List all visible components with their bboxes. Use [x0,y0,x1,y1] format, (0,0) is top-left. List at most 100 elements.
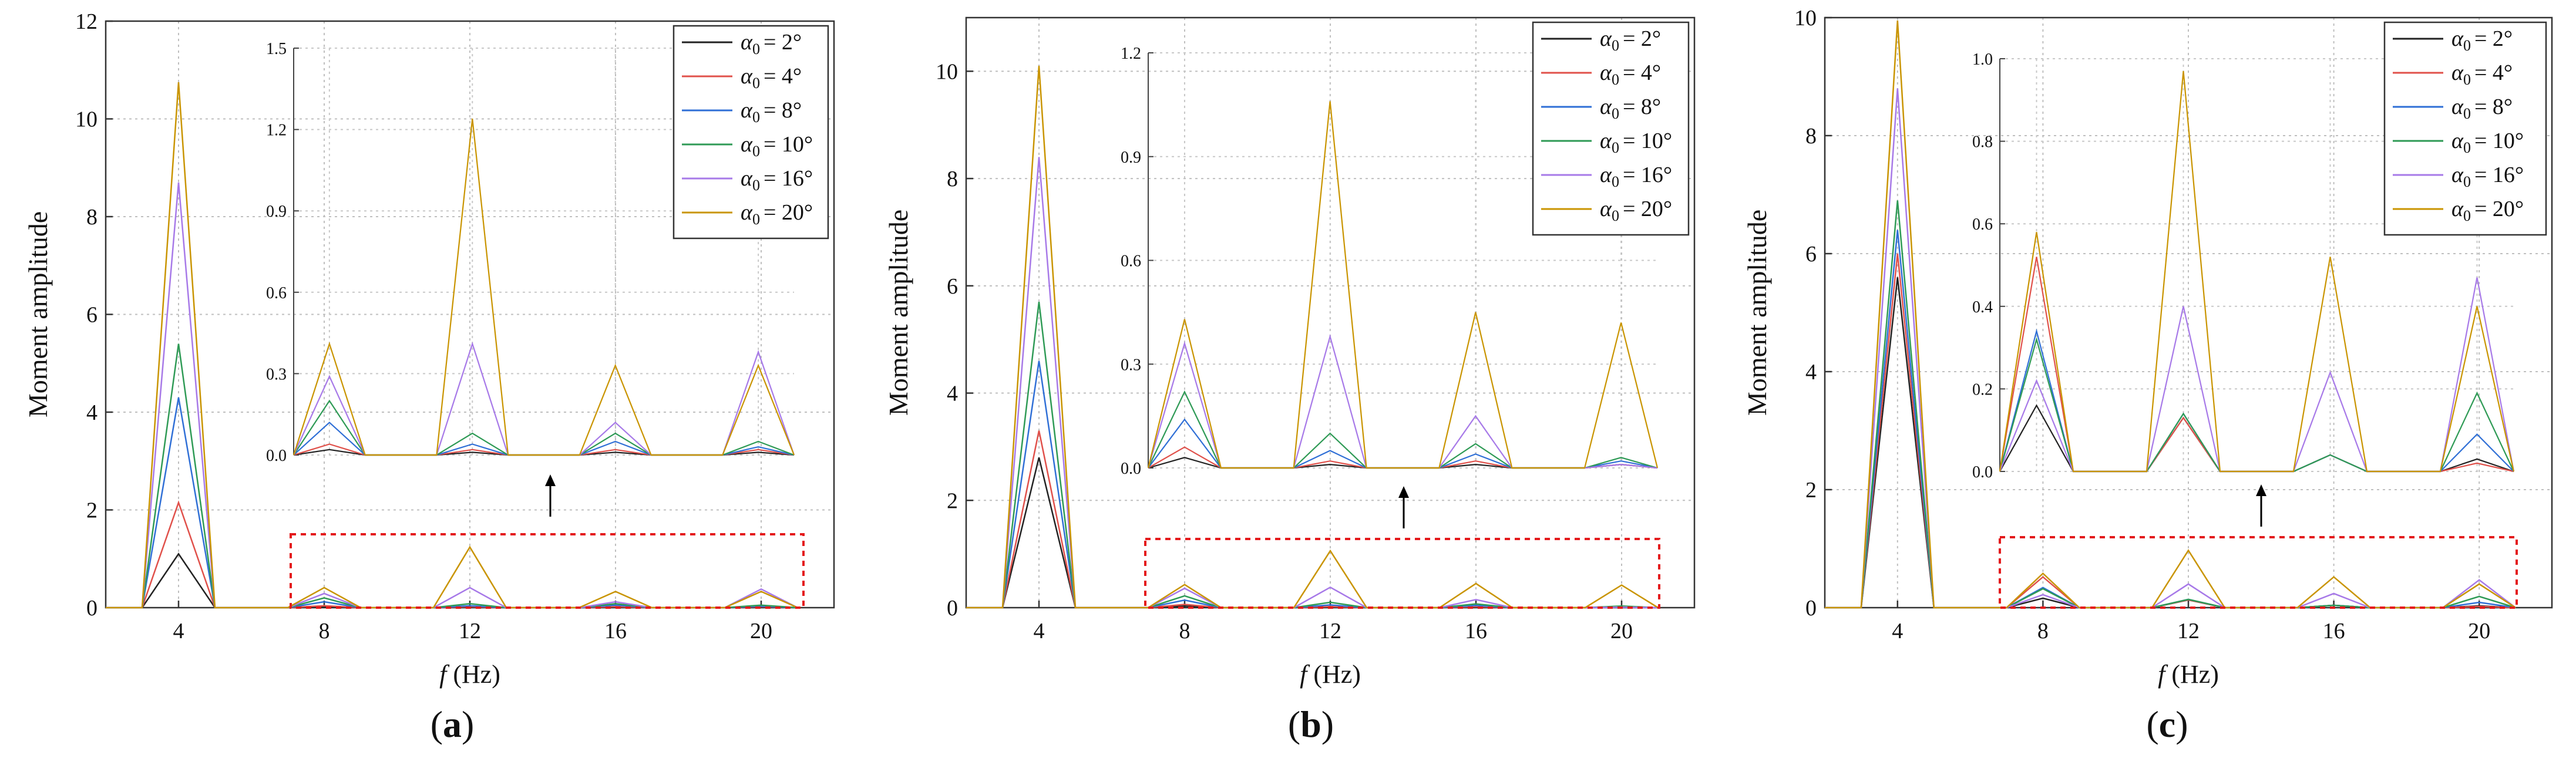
legend-alpha: α [741,98,753,123]
chart-panel-a: 4 8 12 16 20 0 2 4 6 8 10 12 f (Hz) Moment amplitude 0… [23,9,835,745]
y-tick-label: 10 [936,59,958,84]
y-tick-label: 8 [86,205,97,230]
x-tick-label: 20 [750,619,772,643]
y-tick-label: 6 [1805,242,1817,267]
legend-label: = 16° [2474,163,2524,187]
legend-label: = 2° [2474,26,2513,51]
legend-alpha: α [1600,163,1612,187]
y-axis-label: Moment amplitude [23,211,53,417]
legend-entry-3: α0 = 8° [2451,95,2513,122]
inset-series-line-4 [1999,336,2514,473]
inset-y-tick-label: 0.3 [266,365,287,383]
legend-alpha: α [741,64,753,89]
inset-y-tick-label: 0.6 [1121,252,1141,271]
legend-sub: 0 [1612,207,1619,224]
series-line-4 [106,343,798,609]
legend-sub: 0 [2463,173,2471,190]
panel-label: (b) [1288,703,1334,745]
legend: α0 = 2°α0 = 4°α0 = 8°α0 = 10°α0 = 16°α0 = 20° [2383,21,2547,236]
x-axis-label: f (Hz) [2158,660,2219,689]
x-tick-label: 8 [2037,619,2049,643]
inset-y-tick-label: 0.0 [1972,463,1993,481]
legend-sub: 0 [752,143,760,160]
x-tick-label: 8 [319,619,330,643]
inset-plot: 0.0 0.3 0.6 0.9 1.2 [1121,45,1659,478]
inset-y-tick-label: 0.9 [266,203,287,221]
x-tick-label: 12 [1319,619,1341,643]
legend-entry-1: α0 = 2° [2451,26,2513,54]
legend-entry-3: α0 = 8° [1600,95,1661,122]
y-tick-label: 6 [86,303,97,328]
legend-sub: 0 [2463,37,2471,54]
legend-sub: 0 [2463,105,2471,122]
inset-series-line-4 [293,399,795,456]
inset-series-line-6 [1999,70,2515,473]
legend-sub: 0 [1612,173,1619,190]
x-tick-label: 16 [2323,619,2345,643]
legend-label: = 4° [1623,60,1661,85]
panel-label-close: ) [1321,703,1334,745]
legend-sub: 0 [752,75,760,92]
y-tick-label: 12 [75,9,97,34]
legend-alpha: α [1600,26,1612,51]
series-line-1 [106,552,798,609]
x-axis-label-unit: (Hz) [1307,660,1361,689]
x-tick-label: 16 [1465,619,1487,643]
legend: α0 = 2°α0 = 4°α0 = 8°α0 = 10°α0 = 16°α0 = 20° [672,25,829,240]
panel-label-open: ( [431,703,443,745]
legend-alpha: α [2451,95,2464,119]
panel-label-open: ( [2146,703,2158,745]
legend-sub: 0 [752,109,760,126]
legend-label: = 8° [1623,95,1661,119]
inset-y-tick-label: 1.2 [266,122,287,140]
y-tick-label: 4 [1805,360,1817,385]
inset-series-line-3 [293,422,795,456]
x-tick-label: 20 [2468,619,2490,643]
zoom-arrow-head [2256,484,2266,496]
inset-series-line-6 [292,118,795,456]
x-tick-label: 4 [1892,619,1903,643]
legend-label: = 8° [2474,95,2513,119]
x-tick-label: 16 [604,619,627,643]
legend-alpha: α [741,30,753,55]
y-tick-label: 0 [86,596,97,621]
legend-entry-4: α0 = 10° [741,132,813,160]
x-tick-label: 4 [173,619,184,643]
panel-label-close: ) [2175,703,2188,745]
inset-y-tick-label: 1.2 [1121,45,1141,63]
y-tick-label: 8 [947,167,958,191]
x-tick-label: 12 [2177,619,2200,643]
legend-alpha: α [2451,197,2464,221]
legend-entry-6: α0 = 20° [741,200,813,228]
panel-label-letter: b [1300,703,1321,745]
inset-y-tick-label: 0.3 [1121,356,1141,374]
x-axis-label: f (Hz) [1300,660,1361,689]
legend-entry-4: α0 = 10° [1600,129,1672,156]
zoom-arrow-head [1398,486,1409,498]
legend-sub: 0 [752,177,760,194]
legend-entry-2: α0 = 4° [1600,60,1661,88]
inset-series-line-3 [1148,418,1658,469]
inset-series-line-5 [1147,333,1658,469]
legend-sub: 0 [2463,207,2471,224]
inset-series-line-2 [1999,257,2514,473]
legend-entry-5: α0 = 16° [741,166,813,194]
legend-entry-6: α0 = 20° [2451,197,2524,224]
inset-series-line-1 [1999,404,2514,473]
x-axis-label-unit: (Hz) [2165,660,2219,689]
x-tick-label: 20 [1610,619,1633,643]
legend-alpha: α [1600,129,1612,153]
x-tick-label: 12 [459,619,481,643]
panel-label-letter: c [2159,703,2175,745]
legend-alpha: α [1600,197,1612,221]
inset-y-tick-label: 1.5 [266,40,287,58]
inset-y-tick-label: 0.0 [1121,460,1141,478]
legend-label: = 2° [1623,26,1661,51]
x-axis-label-unit: (Hz) [446,660,500,689]
legend-entry-2: α0 = 4° [741,64,802,92]
legend-label: = 4° [2474,60,2513,85]
legend-entry-5: α0 = 16° [2451,163,2524,190]
chart-panel-c: 4 8 12 16 20 0 2 4 6 8 10 f (Hz) Moment amplitude 0.0… [1742,6,2553,745]
inset-series-line-3 [1999,328,2514,473]
